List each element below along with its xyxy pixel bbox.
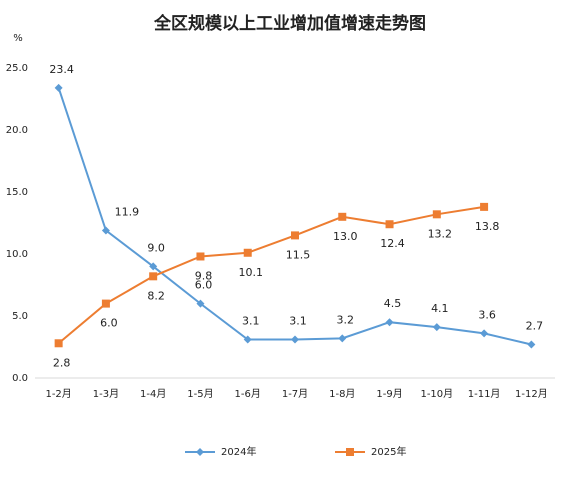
x-tick-label: 1-6月 — [235, 388, 261, 400]
data-label: 3.2 — [337, 313, 355, 326]
data-label: 11.5 — [286, 248, 311, 261]
data-point — [196, 299, 205, 308]
x-tick-label: 1-8月 — [329, 388, 355, 400]
data-label: 13.8 — [475, 220, 500, 233]
data-point — [432, 323, 441, 332]
data-point — [385, 318, 394, 327]
data-point — [243, 335, 252, 344]
data-point — [432, 210, 441, 219]
data-label: 9.8 — [195, 269, 213, 282]
x-tick-label: 1-10月 — [420, 388, 453, 400]
data-point — [291, 231, 299, 240]
data-label: 11.9 — [115, 205, 140, 218]
data-label: 13.2 — [428, 227, 453, 240]
y-axis-label: % — [13, 33, 23, 44]
data-point — [101, 226, 110, 235]
data-point — [149, 262, 158, 271]
y-tick-label: 25.0 — [6, 63, 28, 74]
data-point — [338, 334, 347, 343]
data-point — [480, 329, 489, 338]
data-point — [480, 202, 489, 211]
data-label: 4.5 — [384, 297, 402, 310]
data-label: 4.1 — [431, 302, 449, 315]
data-label: 9.0 — [147, 241, 165, 254]
x-tick-label: 1-11月 — [468, 388, 501, 400]
data-point — [291, 335, 299, 344]
data-label: 8.2 — [147, 289, 165, 302]
data-label: 2.7 — [526, 320, 544, 333]
legend-label: 2025年 — [371, 445, 406, 458]
data-label: 10.1 — [238, 266, 263, 279]
data-label: 3.1 — [289, 315, 307, 328]
data-label: 23.4 — [49, 63, 74, 76]
data-label: 12.4 — [380, 237, 405, 250]
legend-marker — [196, 448, 204, 456]
x-tick-label: 1-4月 — [140, 388, 166, 400]
data-point — [243, 248, 252, 257]
series-line — [57, 205, 485, 345]
data-label: 13.0 — [333, 230, 358, 243]
chart-title: 全区规模以上工业增加值增速走势图 — [153, 13, 426, 34]
data-label: 6.0 — [100, 317, 118, 330]
data-point — [385, 220, 394, 229]
x-tick-label: 1-9月 — [376, 388, 402, 400]
x-tick-label: 1-3月 — [93, 388, 119, 400]
data-point — [101, 299, 110, 308]
data-point — [196, 252, 205, 261]
x-tick-label: 1-2月 — [45, 388, 71, 400]
y-tick-label: 10.0 — [6, 249, 28, 260]
data-label: 6.0 — [195, 279, 213, 292]
x-tick-label: 1-12月 — [515, 388, 548, 400]
x-tick-label: 1-5月 — [187, 388, 213, 400]
legend-marker — [346, 448, 354, 456]
x-tick-label: 1-7月 — [282, 388, 308, 400]
data-label: 3.1 — [242, 315, 260, 328]
y-tick-label: 20.0 — [6, 125, 28, 136]
data-point — [54, 83, 63, 92]
data-point — [149, 272, 158, 281]
y-tick-label: 15.0 — [6, 187, 28, 198]
data-point — [527, 340, 536, 349]
data-label: 2.8 — [53, 356, 71, 369]
y-tick-label: 5.0 — [12, 311, 28, 322]
data-point — [54, 339, 63, 348]
legend-label: 2024年 — [221, 445, 256, 458]
data-label: 3.6 — [478, 308, 496, 321]
y-tick-label: 0.0 — [12, 373, 28, 384]
data-point — [338, 212, 347, 221]
